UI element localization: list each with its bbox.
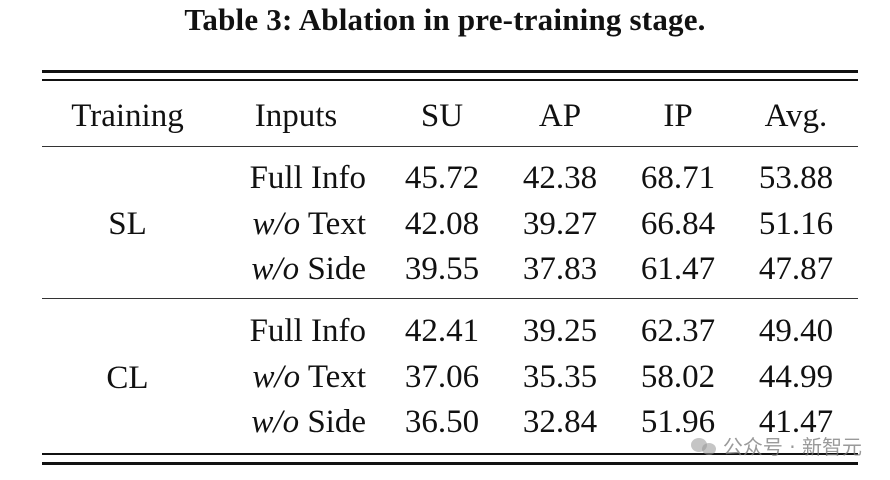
su-cell: 39.55 [404, 251, 480, 287]
ip-cell: 62.37 [640, 313, 716, 349]
su-cell: 45.72 [404, 160, 480, 196]
header-avg: Avg. [764, 98, 828, 134]
header-inputs: Inputs [254, 98, 338, 134]
su-cell: 36.50 [404, 404, 480, 440]
group-label-sl: SL [108, 206, 147, 242]
avg-cell: 49.40 [758, 313, 834, 349]
watermark: 公众号 · 新智元 [690, 431, 862, 460]
input-cell: w/o Side [251, 404, 366, 440]
header-su: SU [420, 98, 464, 134]
su-cell: 42.41 [404, 313, 480, 349]
avg-cell: 41.47 [758, 404, 834, 440]
ip-cell: 61.47 [640, 251, 716, 287]
ap-cell: 35.35 [522, 359, 598, 395]
avg-cell: 51.16 [758, 206, 834, 242]
top-rule-inner [42, 79, 858, 81]
table-caption: Table 3: Ablation in pre-training stage. [184, 2, 706, 37]
top-rule [42, 70, 858, 73]
bottom-rule-inner [42, 453, 858, 455]
watermark-text: 公众号 · 新智元 [722, 435, 862, 459]
header-ap: AP [538, 98, 582, 134]
ip-cell: 51.96 [640, 404, 716, 440]
input-cell: w/o Text [252, 206, 366, 242]
su-cell: 37.06 [404, 359, 480, 395]
ap-cell: 37.83 [522, 251, 598, 287]
avg-cell: 44.99 [758, 359, 834, 395]
ap-cell: 39.25 [522, 313, 598, 349]
group-label-cl: CL [106, 360, 149, 396]
header-rule [42, 146, 858, 148]
wechat-icon [690, 436, 717, 456]
ap-cell: 42.38 [522, 160, 598, 196]
ap-cell: 39.27 [522, 206, 598, 242]
header-training: Training [71, 98, 184, 134]
ip-cell: 66.84 [640, 206, 716, 242]
avg-cell: 47.87 [758, 251, 834, 287]
group-rule [42, 298, 858, 300]
bottom-rule [42, 462, 858, 465]
su-cell: 42.08 [404, 206, 480, 242]
ap-cell: 32.84 [522, 404, 598, 440]
ip-cell: 68.71 [640, 160, 716, 196]
avg-cell: 53.88 [758, 160, 834, 196]
input-cell: Full Info [249, 160, 366, 196]
input-cell: Full Info [249, 313, 366, 349]
header-ip: IP [663, 98, 693, 134]
ip-cell: 58.02 [640, 359, 716, 395]
input-cell: w/o Text [252, 359, 366, 395]
input-cell: w/o Side [251, 251, 366, 287]
